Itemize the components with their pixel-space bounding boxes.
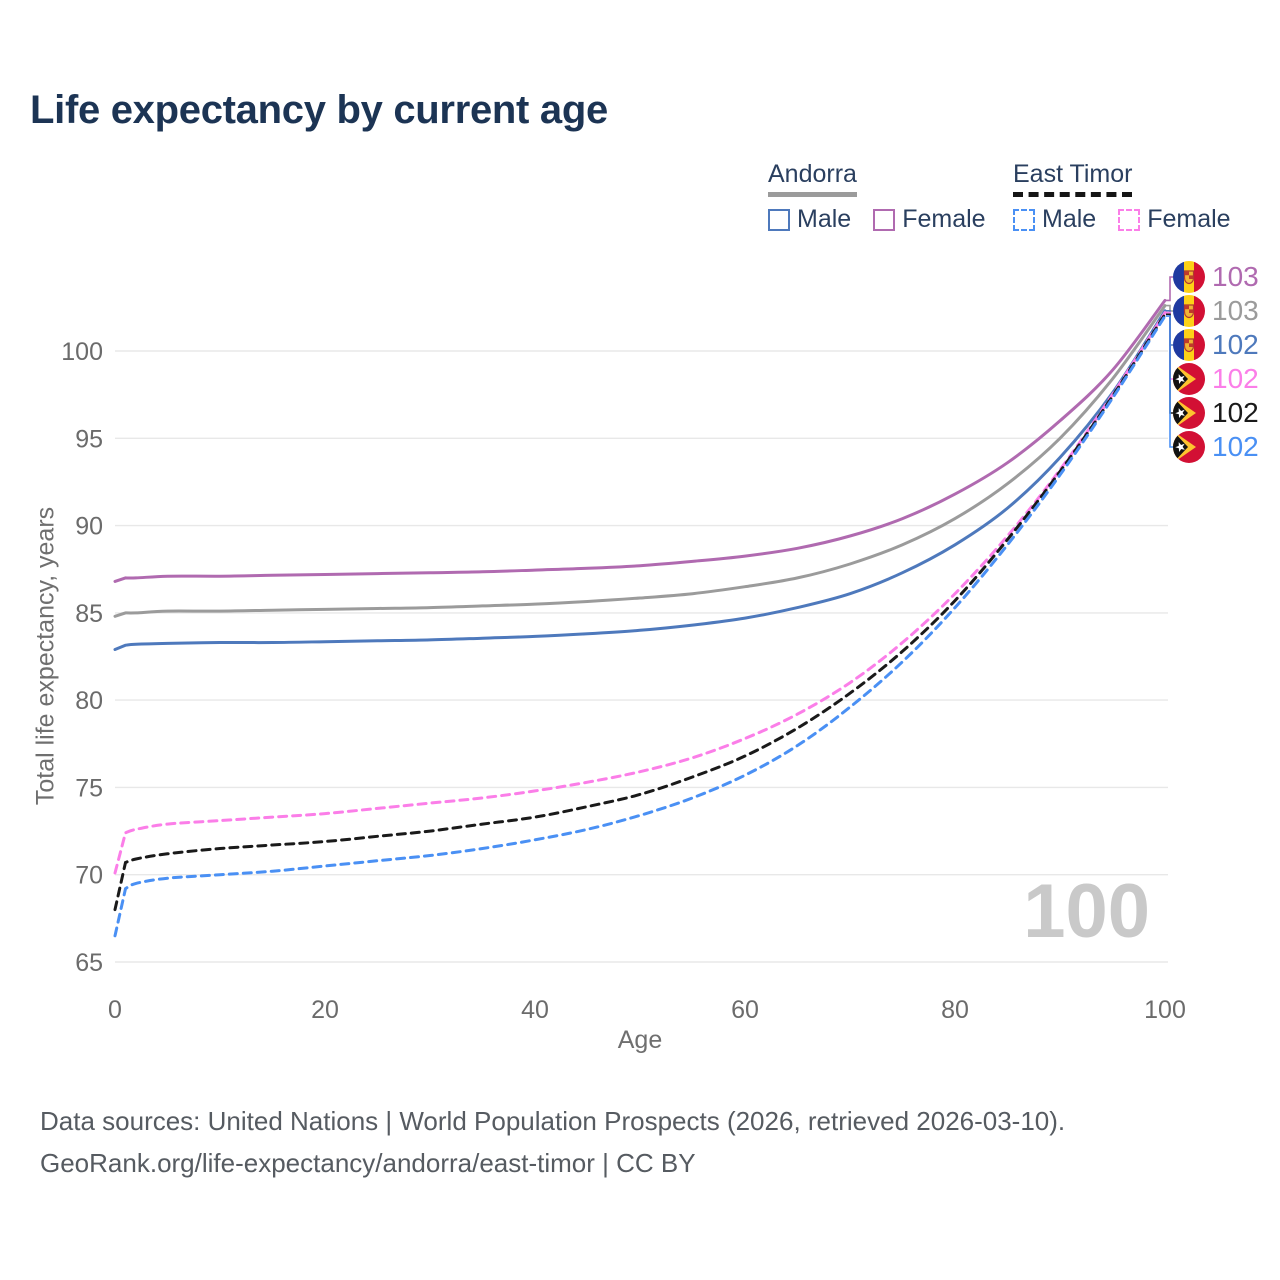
x-tick-label: 60 xyxy=(731,996,759,1024)
end-value-east-timor-both: 102 xyxy=(1212,397,1259,428)
y-tick-label: 95 xyxy=(75,425,103,453)
y-tick-label: 85 xyxy=(75,600,103,628)
x-axis-title: Age xyxy=(617,1026,663,1054)
series-line-andorra-both xyxy=(113,304,1167,618)
y-tick-label: 75 xyxy=(75,774,103,802)
age-counter-watermark: 100 xyxy=(1023,869,1150,954)
x-tick-label: 100 xyxy=(1144,996,1186,1024)
end-value-andorra-male: 102 xyxy=(1212,329,1259,360)
end-connector-andorra-both xyxy=(1166,304,1173,312)
east-timor-male-swatch-icon xyxy=(1013,208,1035,231)
x-tick-label: 20 xyxy=(311,996,339,1024)
east-timor-flag-icon xyxy=(1173,363,1205,395)
y-tick-label: 70 xyxy=(75,862,103,890)
legend-group-andorra: Andorra Male Female xyxy=(768,160,986,234)
east-timor-flag-icon xyxy=(1173,397,1205,429)
legend-label-east-timor-female: Female xyxy=(1147,205,1231,233)
y-tick-label: 65 xyxy=(75,949,103,977)
attribution-text: GeoRank.org/life-expectancy/andorra/east… xyxy=(40,1148,696,1178)
andorra-flag-icon xyxy=(1173,261,1205,293)
series-line-east-timor-female xyxy=(113,311,1167,875)
end-connector-east-timor-male xyxy=(1166,315,1173,448)
series-line-andorra-female xyxy=(113,298,1167,583)
legend-items-east-timor: Male Female xyxy=(1013,205,1231,234)
andorra-flag-icon xyxy=(1173,329,1205,361)
legend-label-east-timor-male: Male xyxy=(1042,205,1097,233)
andorra-flag-icon xyxy=(1173,295,1205,327)
series-line-east-timor-male xyxy=(113,314,1167,938)
series-line-andorra-male xyxy=(113,309,1167,651)
y-tick-label: 90 xyxy=(75,513,103,541)
legend-country-andorra[interactable]: Andorra xyxy=(768,160,857,197)
east-timor-female-swatch-icon xyxy=(1118,208,1141,231)
series-line-east-timor-both xyxy=(113,312,1167,912)
legend-country-east-timor[interactable]: East Timor xyxy=(1013,160,1133,197)
end-value-andorra-female: 103 xyxy=(1212,261,1259,292)
end-connector-andorra-female xyxy=(1166,276,1173,302)
y-tick-label: 100 xyxy=(61,338,103,366)
legend-item-east-timor-male[interactable]: Male xyxy=(1013,205,1096,234)
legend-group-east-timor: East Timor Male Female xyxy=(1013,160,1231,234)
y-tick-label: 80 xyxy=(75,687,103,715)
legend-label-andorra-male: Male xyxy=(797,205,852,233)
end-value-east-timor-male: 102 xyxy=(1212,431,1259,462)
legend-item-andorra-female[interactable]: Female xyxy=(873,205,986,234)
legend-item-andorra-male[interactable]: Male xyxy=(768,205,851,234)
page-title: Life expectancy by current age xyxy=(30,88,608,132)
data-sources-text: Data sources: United Nations | World Pop… xyxy=(40,1106,1066,1136)
y-axis-title: Total life expectancy, years xyxy=(31,506,60,806)
end-value-east-timor-female: 102 xyxy=(1212,363,1259,394)
east-timor-flag-icon xyxy=(1173,431,1205,463)
legend-item-east-timor-female[interactable]: Female xyxy=(1118,205,1231,234)
x-tick-label: 80 xyxy=(941,996,969,1024)
andorra-female-swatch-icon xyxy=(873,208,896,231)
x-tick-label: 0 xyxy=(108,996,122,1024)
andorra-male-swatch-icon xyxy=(768,208,790,231)
legend-items-andorra: Male Female xyxy=(768,205,986,234)
legend-label-andorra-female: Female xyxy=(902,205,986,233)
end-value-andorra-both: 103 xyxy=(1212,295,1259,326)
x-tick-label: 40 xyxy=(521,996,549,1024)
